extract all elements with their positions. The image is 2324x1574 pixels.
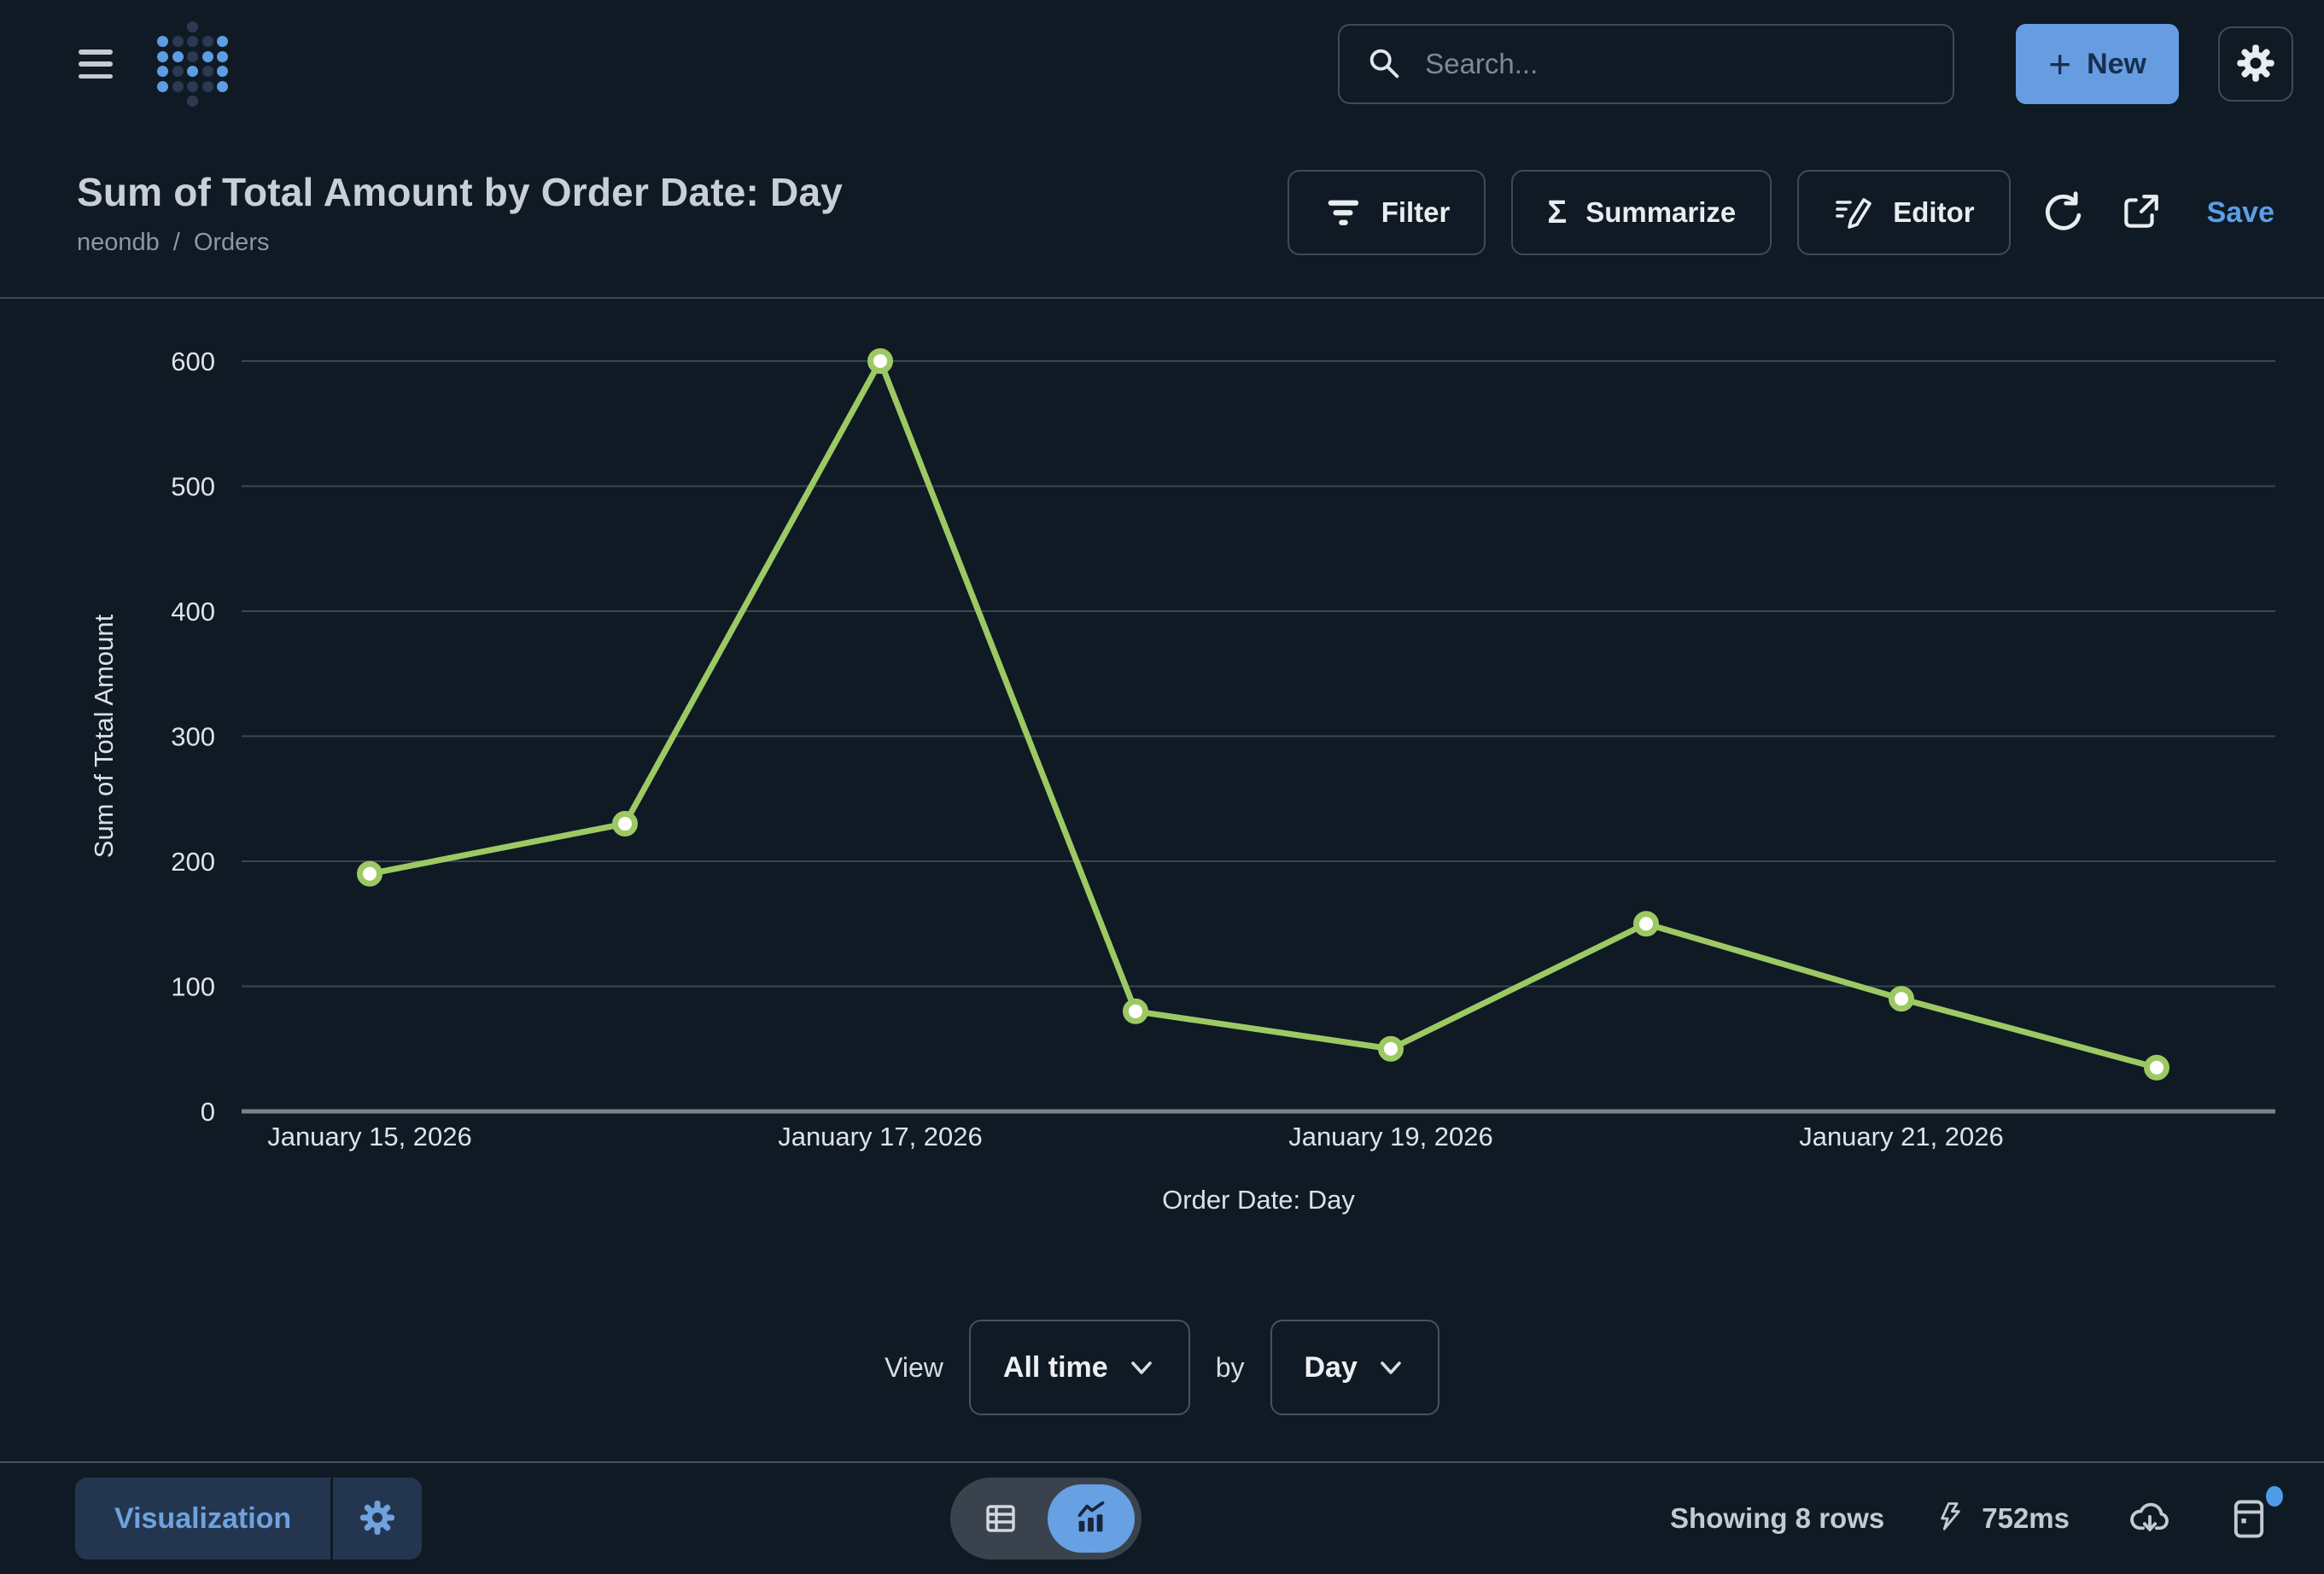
y-tick-label: 400: [171, 597, 215, 627]
filter-icon: [1328, 200, 1358, 225]
save-button[interactable]: Save: [2206, 195, 2274, 229]
share-button[interactable]: [2113, 185, 2168, 240]
chevron-down-icon: [1130, 1361, 1152, 1374]
query-runtime: 752ms: [1934, 1501, 2070, 1536]
granularity-value: Day: [1304, 1350, 1358, 1384]
runtime-value: 752ms: [1982, 1502, 2070, 1534]
chart-section: 0 100 200 300 400 500 600 Sum of Total Amount Ja…: [0, 299, 2324, 1461]
search-input[interactable]: Search...: [1338, 24, 1955, 104]
data-point[interactable]: January 22, 2026: 35: [2144, 1054, 2169, 1081]
visualization-button-group: Visualization: [75, 1478, 423, 1559]
table-view-button[interactable]: [957, 1484, 1044, 1553]
table-icon: [986, 1505, 1015, 1532]
settings-button[interactable]: [2218, 26, 2293, 102]
hamburger-icon: [79, 50, 113, 55]
new-button[interactable]: + New: [2016, 24, 2179, 104]
view-controls: View All time by Day: [0, 1320, 2324, 1415]
chart-view-button[interactable]: [1048, 1484, 1136, 1553]
y-tick-label: 0: [201, 1097, 215, 1127]
granularity-dropdown[interactable]: Day: [1270, 1320, 1439, 1415]
share-icon: [2123, 195, 2158, 228]
refresh-icon: [2045, 191, 2081, 230]
y-tick-label: 600: [171, 347, 215, 376]
editor-icon: [1836, 198, 1872, 229]
search-icon: [1369, 49, 1399, 79]
search-placeholder: Search...: [1425, 48, 1539, 79]
data-point[interactable]: January 19, 2026: 50: [1378, 1035, 1404, 1062]
top-nav: Search... + New: [0, 0, 2324, 128]
x-tick-label: January 19, 2026: [1288, 1122, 1493, 1151]
footer-right: Showing 8 rows 752ms: [1670, 1486, 2283, 1546]
date-range-dropdown[interactable]: All time: [968, 1320, 1190, 1415]
calendar-icon: [2233, 1500, 2264, 1538]
events-calendar-button[interactable]: [2222, 1486, 2283, 1546]
title-bar: Sum of Total Amount by Order Date: Day n…: [0, 128, 2324, 299]
page-title: Sum of Total Amount by Order Date: Day: [77, 169, 844, 214]
data-point[interactable]: January 21, 2026: 90: [1889, 986, 1914, 1012]
nav-right: Search... + New: [1338, 24, 2293, 104]
date-range-value: All time: [1002, 1350, 1108, 1384]
view-toggle: [950, 1478, 1142, 1559]
summarize-label: Summarize: [1585, 196, 1737, 228]
y-tick-label: 200: [171, 847, 215, 877]
cloud-download-icon: [2130, 1502, 2169, 1531]
visualization-button[interactable]: Visualization: [75, 1478, 334, 1559]
data-point[interactable]: January 15, 2026: 190: [357, 860, 382, 887]
data-point[interactable]: January 16, 2026: 230: [612, 811, 638, 837]
breadcrumb-separator: /: [172, 228, 180, 256]
chevron-down-icon: [1381, 1361, 1401, 1374]
editor-button[interactable]: Editor: [1797, 170, 2011, 255]
chart-icon: [1077, 1501, 1105, 1532]
data-point[interactable]: January 17, 2026: 600: [867, 348, 893, 374]
line-chart[interactable]: 0 100 200 300 400 500 600 Sum of Total Amount Ja…: [0, 299, 2324, 1263]
view-label: View: [885, 1351, 943, 1383]
lightning-icon: [1941, 1502, 1960, 1530]
y-axis-title: Sum of Total Amount: [89, 614, 119, 858]
gear-icon: [357, 1497, 398, 1541]
row-count: Showing 8 rows: [1670, 1502, 1885, 1534]
visualization-settings-button[interactable]: [333, 1478, 423, 1559]
y-tick-label: 500: [171, 472, 215, 502]
x-axis-title: Order Date: Day: [1162, 1185, 1355, 1215]
download-button[interactable]: [2123, 1491, 2177, 1546]
summarize-button[interactable]: Σ Summarize: [1511, 170, 1772, 255]
new-button-label: New: [2087, 47, 2146, 80]
data-point[interactable]: January 20, 2026: 150: [1633, 911, 1659, 937]
x-tick-label: January 15, 2026: [267, 1122, 472, 1151]
sigma-icon: Σ: [1547, 194, 1568, 230]
series-line: [366, 358, 2160, 1071]
by-label: by: [1215, 1351, 1245, 1383]
breadcrumb: neondb / Orders: [77, 229, 843, 257]
footer-bar: Visualization: [0, 1461, 2324, 1574]
y-tick-label: 100: [171, 972, 215, 1002]
breadcrumb-database[interactable]: neondb: [77, 228, 160, 256]
notification-dot: [2266, 1486, 2283, 1507]
filter-button[interactable]: Filter: [1287, 170, 1486, 255]
gear-icon: [2233, 41, 2278, 88]
filter-label: Filter: [1381, 196, 1451, 228]
x-tick-label: January 17, 2026: [778, 1122, 983, 1151]
y-tick-label: 300: [171, 722, 215, 752]
toolbar: Filter Σ Summarize Editor: [1287, 170, 2274, 255]
sidebar-toggle-button[interactable]: [79, 50, 113, 79]
refresh-button[interactable]: [2036, 185, 2091, 240]
x-tick-label: January 21, 2026: [1799, 1122, 2004, 1151]
nav-left: [79, 20, 228, 108]
breadcrumb-table[interactable]: Orders: [193, 228, 270, 256]
metabase-logo-icon[interactable]: [157, 20, 228, 108]
title-block: Sum of Total Amount by Order Date: Day n…: [77, 169, 843, 257]
editor-label: Editor: [1893, 196, 1975, 228]
data-point[interactable]: January 18, 2026: 80: [1123, 998, 1148, 1024]
